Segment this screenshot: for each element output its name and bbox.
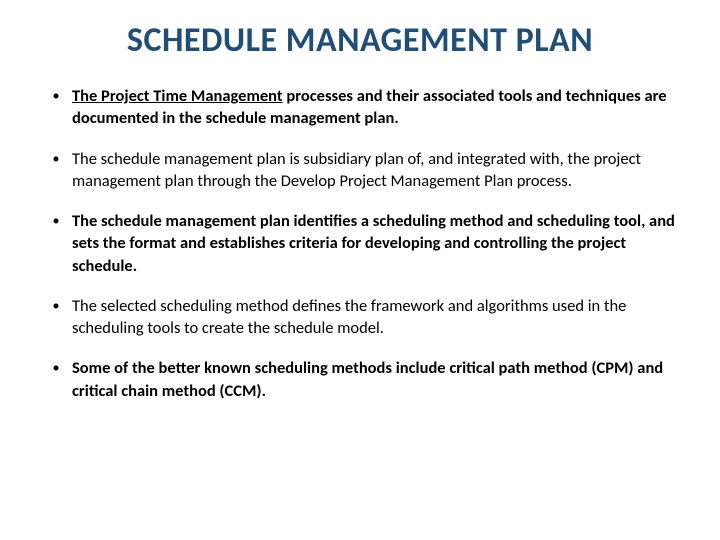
bullet-item-4: • Some of the better known scheduling me… — [40, 357, 680, 402]
bullet-item-2: • The schedule management plan identifie… — [40, 210, 680, 277]
bullet-list: • The Project Time Management processes … — [40, 85, 680, 402]
bullet-text-2: The schedule management plan identifies … — [72, 210, 680, 277]
bullet-item-1: • The schedule management plan is subsid… — [40, 148, 680, 193]
bullet-text-1: The schedule management plan is subsidia… — [72, 148, 680, 193]
slide-title: SCHEDULE MANAGEMENT PLAN — [40, 20, 680, 61]
bullet-marker-icon: • — [40, 295, 72, 316]
bullet-marker-icon: • — [40, 85, 72, 106]
bullet-text-0: The Project Time Management processes an… — [72, 85, 680, 130]
bullet-underline-0: The Project Time Management — [72, 86, 283, 106]
bullet-text-4: Some of the better known scheduling meth… — [72, 357, 680, 402]
bullet-marker-icon: • — [40, 148, 72, 169]
bullet-text-3: The selected scheduling method defines t… — [72, 295, 680, 340]
bullet-item-3: • The selected scheduling method defines… — [40, 295, 680, 340]
bullet-item-0: • The Project Time Management processes … — [40, 85, 680, 130]
bullet-marker-icon: • — [40, 357, 72, 378]
bullet-marker-icon: • — [40, 210, 72, 231]
